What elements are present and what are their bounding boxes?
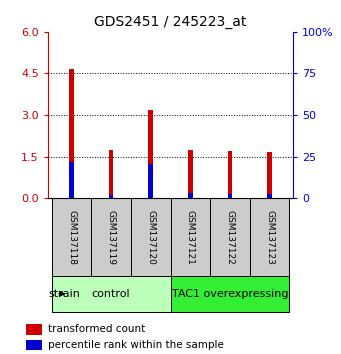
Title: GDS2451 / 245223_at: GDS2451 / 245223_at bbox=[94, 16, 247, 29]
Bar bbox=[109, 195, 114, 198]
Bar bbox=[109, 150, 114, 198]
Text: TAC1 overexpressing: TAC1 overexpressing bbox=[172, 289, 288, 299]
Bar bbox=[91, 198, 131, 276]
Bar bbox=[210, 198, 250, 276]
Bar bbox=[52, 276, 170, 312]
Bar bbox=[131, 198, 170, 276]
Bar bbox=[69, 162, 74, 198]
Text: GSM137120: GSM137120 bbox=[146, 210, 155, 265]
Bar bbox=[26, 340, 42, 350]
Bar bbox=[227, 150, 232, 198]
Bar bbox=[148, 164, 153, 198]
Text: percentile rank within the sample: percentile rank within the sample bbox=[48, 340, 224, 350]
Text: strain: strain bbox=[48, 289, 80, 299]
Bar bbox=[148, 109, 153, 198]
Text: control: control bbox=[92, 289, 130, 299]
Bar bbox=[267, 152, 272, 198]
Text: GSM137122: GSM137122 bbox=[225, 210, 234, 264]
Bar bbox=[170, 276, 289, 312]
Bar bbox=[188, 150, 193, 198]
Text: GSM137123: GSM137123 bbox=[265, 210, 274, 265]
Bar bbox=[267, 194, 272, 198]
Bar bbox=[52, 198, 91, 276]
Bar bbox=[26, 324, 42, 335]
Bar bbox=[250, 198, 289, 276]
Bar bbox=[69, 69, 74, 198]
Text: GSM137118: GSM137118 bbox=[67, 210, 76, 265]
Text: GSM137121: GSM137121 bbox=[186, 210, 195, 265]
Text: GSM137119: GSM137119 bbox=[107, 210, 116, 265]
Bar bbox=[227, 194, 232, 198]
Bar bbox=[188, 193, 193, 198]
Bar bbox=[170, 198, 210, 276]
Text: transformed count: transformed count bbox=[48, 324, 145, 334]
